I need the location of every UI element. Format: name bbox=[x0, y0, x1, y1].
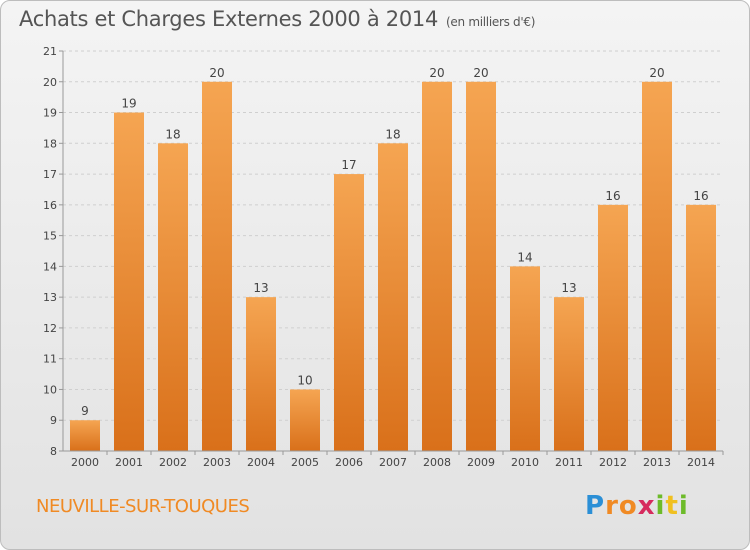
y-tick-label: 11 bbox=[43, 353, 57, 366]
y-tick-label: 9 bbox=[50, 414, 57, 427]
bar-2001 bbox=[114, 112, 144, 452]
value-label-2009: 20 bbox=[473, 66, 488, 80]
x-tick-label: 2008 bbox=[423, 456, 451, 469]
chart-title: Achats et Charges Externes 2000 à 2014 (e… bbox=[19, 7, 535, 31]
value-label-2011: 13 bbox=[561, 281, 576, 295]
y-tick-label: 16 bbox=[43, 199, 57, 212]
logo-letter: o bbox=[618, 491, 638, 521]
logo-letter: P bbox=[585, 491, 606, 521]
bar-2007 bbox=[378, 143, 408, 452]
chart-subtitle: (en milliers d'€) bbox=[446, 15, 536, 29]
x-tick-label: 2003 bbox=[203, 456, 231, 469]
value-label-2004: 13 bbox=[253, 281, 268, 295]
y-tick-label: 8 bbox=[50, 445, 57, 458]
bar-2004 bbox=[246, 297, 276, 451]
y-tick-label: 12 bbox=[43, 322, 57, 335]
value-label-2007: 18 bbox=[385, 127, 400, 141]
logo-letter: x bbox=[637, 491, 656, 521]
x-tick-label: 2006 bbox=[335, 456, 363, 469]
bar-2005 bbox=[290, 389, 320, 451]
x-tick-label: 2007 bbox=[379, 456, 407, 469]
value-label-2013: 20 bbox=[649, 66, 664, 80]
bar-2002 bbox=[158, 143, 188, 452]
logo-letter: i bbox=[678, 491, 689, 521]
value-label-2014: 16 bbox=[693, 189, 708, 203]
bar-2013 bbox=[642, 81, 672, 452]
logo-letter: r bbox=[605, 491, 619, 521]
y-axis: 8 9 10 11 12 13 14 15 16 17 18 19 20 21 bbox=[43, 45, 64, 458]
bars: 9 19 18 20 13 10 17 18 20 20 14 13 16 20 16 bbox=[70, 66, 716, 452]
x-tick-label: 2009 bbox=[467, 456, 495, 469]
value-label-2001: 19 bbox=[121, 97, 136, 111]
x-tick-label: 2012 bbox=[599, 456, 627, 469]
x-tick-label: 2000 bbox=[71, 456, 99, 469]
x-tick-label: 2011 bbox=[555, 456, 583, 469]
bar-2006 bbox=[334, 174, 364, 452]
value-label-2008: 20 bbox=[429, 66, 444, 80]
y-tick-label: 14 bbox=[43, 260, 57, 273]
bar-2009 bbox=[466, 81, 496, 452]
x-tick-label: 2013 bbox=[643, 456, 671, 469]
x-tick-label: 2002 bbox=[159, 456, 187, 469]
x-tick-label: 2001 bbox=[115, 456, 143, 469]
commune-name: NEUVILLE-SUR-TOUQUES bbox=[36, 496, 250, 517]
value-label-2000: 9 bbox=[81, 404, 89, 418]
value-label-2010: 14 bbox=[517, 250, 532, 264]
y-tick-label: 20 bbox=[43, 76, 57, 89]
y-tick-label: 21 bbox=[43, 45, 57, 58]
value-label-2003: 20 bbox=[209, 66, 224, 80]
value-label-2012: 16 bbox=[605, 189, 620, 203]
bar-2011 bbox=[554, 297, 584, 451]
value-label-2006: 17 bbox=[341, 158, 356, 172]
proxiti-logo[interactable]: Proxiti bbox=[585, 491, 689, 521]
logo-letter: i bbox=[655, 491, 666, 521]
logo-letter: t bbox=[665, 491, 679, 521]
y-tick-label: 15 bbox=[43, 230, 57, 243]
bar-2003 bbox=[202, 81, 232, 452]
y-tick-label: 18 bbox=[43, 137, 57, 150]
x-tick-label: 2010 bbox=[511, 456, 539, 469]
y-tick-label: 19 bbox=[43, 107, 57, 120]
value-label-2002: 18 bbox=[165, 127, 180, 141]
title-text: Achats et Charges Externes 2000 à 2014 bbox=[19, 7, 439, 31]
x-tick-label: 2004 bbox=[247, 456, 275, 469]
bar-2008 bbox=[422, 81, 452, 452]
value-label-2005: 10 bbox=[297, 373, 312, 387]
y-tick-label: 17 bbox=[43, 168, 57, 181]
bar-2010 bbox=[510, 266, 540, 451]
y-tick-label: 10 bbox=[43, 383, 57, 396]
y-tick-label: 13 bbox=[43, 291, 57, 304]
bar-2000 bbox=[70, 420, 100, 451]
x-tick-label: 2005 bbox=[291, 456, 319, 469]
x-tick-label: 2014 bbox=[687, 456, 715, 469]
x-axis: 2000 2001 2002 2003 2004 2005 2006 2007 2008 2009… bbox=[63, 450, 724, 469]
bar-2014 bbox=[686, 204, 716, 451]
bar-2012 bbox=[598, 204, 628, 451]
